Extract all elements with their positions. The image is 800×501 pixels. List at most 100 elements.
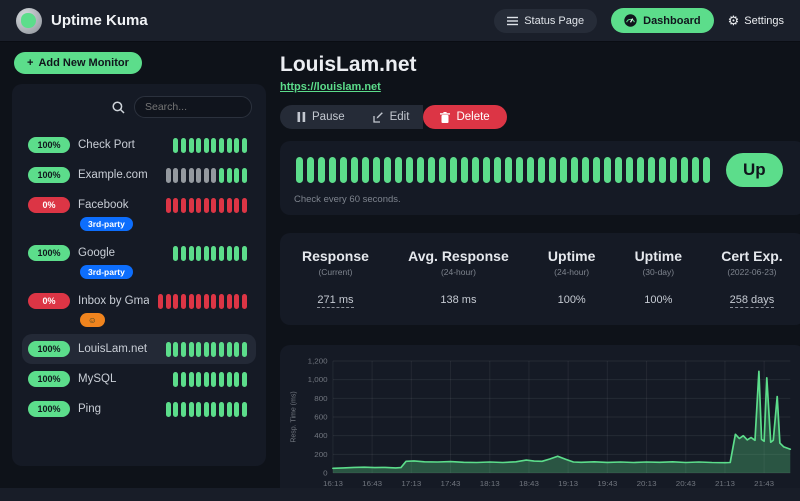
tag-badge: 3rd-party (80, 265, 133, 279)
beat (417, 157, 424, 183)
add-new-monitor-button[interactable]: + Add New Monitor (14, 52, 142, 74)
beat (165, 293, 171, 309)
beat (211, 245, 217, 261)
beat (173, 137, 179, 153)
beat (196, 293, 202, 309)
beat (203, 137, 209, 153)
stat-sublabel: (30-day) (642, 267, 675, 277)
gear-icon: ⚙ (727, 13, 740, 28)
beat (226, 401, 232, 417)
svg-text:19:13: 19:13 (558, 479, 578, 488)
heartbeat-bar (157, 293, 248, 309)
beat (196, 341, 202, 357)
beat (173, 167, 179, 183)
monitor-list: 100% Check Port 100% Example.com 0% Face… (22, 130, 256, 424)
beat (560, 157, 567, 183)
uptime-badge: 100% (28, 137, 70, 153)
beat (196, 245, 202, 261)
dashboard-button[interactable]: Dashboard (611, 8, 714, 33)
beat (203, 197, 209, 213)
beat (218, 167, 224, 183)
beat (203, 167, 209, 183)
beat (494, 157, 501, 183)
beat (180, 371, 186, 387)
stat-value: 100% (557, 294, 586, 306)
beat (173, 401, 179, 417)
beat (196, 371, 202, 387)
stat-value: 271 ms (317, 294, 354, 308)
beat (211, 197, 217, 213)
beat (203, 371, 209, 387)
pencil-icon (372, 111, 383, 123)
svg-text:16:43: 16:43 (362, 479, 382, 488)
beat (203, 401, 209, 417)
beat (226, 167, 232, 183)
beat (165, 167, 171, 183)
beat (226, 293, 232, 309)
beat (439, 157, 446, 183)
beat (203, 293, 209, 309)
beat (307, 157, 314, 183)
svg-text:18:13: 18:13 (480, 479, 500, 488)
svg-text:21:13: 21:13 (715, 479, 735, 488)
beat (483, 157, 490, 183)
monitor-list-item[interactable]: 0% Inbox by Gmail ☺ (22, 286, 256, 334)
status-badge: Up (726, 153, 783, 187)
svg-text:0: 0 (323, 469, 327, 478)
monitor-name: Facebook (78, 199, 129, 211)
settings-button[interactable]: ⚙ Settings (727, 13, 784, 28)
search-input[interactable] (134, 96, 252, 118)
monitor-list-item[interactable]: 100% Example.com (22, 160, 256, 190)
pause-button[interactable]: Pause (280, 105, 359, 129)
beat (203, 245, 209, 261)
beat (180, 293, 186, 309)
beat (226, 371, 232, 387)
beat (648, 157, 655, 183)
beat (173, 245, 179, 261)
beat (211, 167, 217, 183)
beat (692, 157, 699, 183)
monitor-list-item[interactable]: 100% MySQL (22, 364, 256, 394)
beat (472, 157, 479, 183)
beat (218, 401, 224, 417)
status-page-button[interactable]: Status Page (494, 8, 598, 33)
uptime-badge: 0% (28, 293, 70, 309)
trash-icon (440, 111, 451, 123)
stat-value: 100% (644, 294, 673, 306)
beat (241, 341, 247, 357)
edit-button[interactable]: Edit (358, 105, 424, 129)
svg-text:400: 400 (314, 431, 327, 440)
heartbeat-bar (164, 197, 248, 213)
heartbeat-card: Up Check every 60 seconds. (280, 141, 800, 215)
beat (234, 245, 240, 261)
navbar-right: Status Page Dashboard ⚙ Settings (494, 8, 784, 33)
svg-text:20:13: 20:13 (637, 479, 657, 488)
stat-item: Uptime (24-hour) 100% (548, 248, 595, 308)
stat-value: 138 ms (440, 294, 477, 306)
monitor-tags: 3rd-party (80, 265, 248, 279)
search-row (22, 94, 256, 118)
beat (211, 137, 217, 153)
beat (234, 341, 240, 357)
stat-item: Cert Exp. (2022-06-23) 258 days (721, 248, 783, 308)
stat-label: Uptime (547, 248, 596, 264)
brand-home-link[interactable]: Uptime Kuma (16, 7, 148, 34)
beat (226, 341, 232, 357)
monitor-list-item[interactable]: 100% Check Port (22, 130, 256, 160)
beat (180, 245, 186, 261)
speedometer-icon (624, 14, 637, 27)
monitor-list-item[interactable]: 0% Facebook 3rd-party (22, 190, 256, 238)
monitor-list-item[interactable]: 100% Google 3rd-party (22, 238, 256, 286)
uptime-badge: 100% (28, 167, 70, 183)
beat (234, 137, 240, 153)
delete-button[interactable]: Delete (423, 105, 507, 129)
beat (218, 137, 224, 153)
monitor-list-item[interactable]: 100% LouisLam.net (22, 334, 256, 364)
beat (158, 293, 164, 309)
svg-text:200: 200 (314, 450, 327, 459)
monitor-url-link[interactable]: https://louislam.net (280, 81, 381, 93)
beat (180, 341, 186, 357)
beat (173, 341, 179, 357)
response-chart: 0 200 400 600 800 1,000 1,200 16:13 16:43 17:13 17… (280, 345, 800, 500)
monitor-list-item[interactable]: 100% Ping (22, 394, 256, 424)
